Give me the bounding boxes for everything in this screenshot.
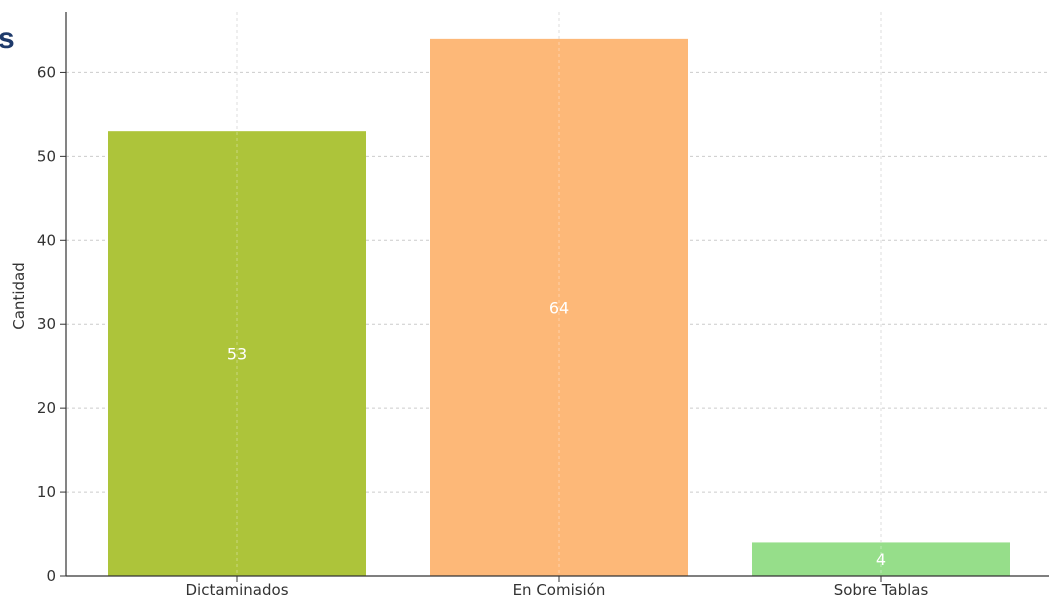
x-tick-label: Sobre Tablas [834,581,929,596]
y-tick-label: 60 [37,63,56,81]
y-tick-label: 10 [37,483,56,501]
y-tick-label: 20 [37,399,56,417]
y-tick-label: 30 [37,315,56,333]
y-tick-label: 50 [37,147,56,165]
x-tick-label: Dictaminados [185,581,288,596]
ticks: 0 10 20 30 40 50 60 Dictaminados En Comisión Sobr… [37,63,929,596]
bar [752,542,1010,576]
bar-value-label: 64 [549,298,569,317]
y-tick-label: 40 [37,231,56,249]
cut-title-fragment: s [0,22,15,55]
x-tick-label: En Comisión [513,581,606,596]
bar [430,38,688,577]
bars: 53 64 4 [108,12,1010,577]
y-tick-label: 0 [46,567,56,585]
bar-value-label: 4 [876,550,886,569]
y-axis-label: Cantidad [10,262,28,329]
axes [65,12,1049,577]
bar-value-label: 53 [227,345,247,364]
bar [108,131,366,576]
